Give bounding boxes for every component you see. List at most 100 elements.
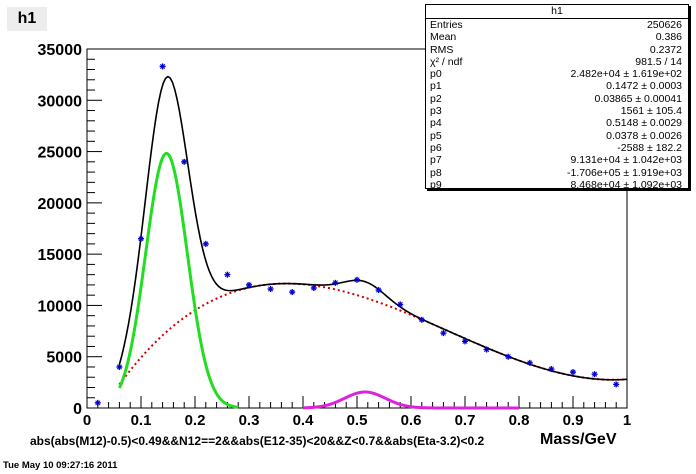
data-point-d2 bbox=[354, 277, 360, 283]
stats-value: 0.0378 ± 0.0026 bbox=[606, 129, 682, 142]
data-point-d2 bbox=[505, 354, 511, 360]
stats-key: Mean bbox=[430, 31, 457, 44]
y-tick-label: 30000 bbox=[38, 93, 83, 110]
x-tick-label: 0.6 bbox=[401, 412, 422, 429]
stats-title: h1 bbox=[426, 5, 688, 19]
stats-key: p0 bbox=[430, 68, 442, 81]
stats-value: 9.131e+04 ± 1.042e+03 bbox=[570, 154, 682, 167]
stats-box[interactable]: h1 Entries 250626 Mean 0.386 RMS 0.2372 χ² / n… bbox=[425, 4, 689, 191]
y-tick-label: 35000 bbox=[38, 42, 83, 59]
data-point bbox=[440, 330, 447, 337]
stats-row-10: p6 -2588 ± 182.2 bbox=[426, 142, 688, 154]
data-point-d2 bbox=[376, 287, 382, 293]
stats-key: p8 bbox=[430, 166, 442, 179]
stats-row-3: χ² / ndf 981.5 / 14 bbox=[426, 56, 688, 68]
stats-key: p6 bbox=[430, 141, 442, 154]
x-axis-title: Mass/GeV bbox=[540, 431, 617, 448]
data-point bbox=[310, 284, 317, 291]
data-point bbox=[483, 346, 490, 353]
stats-value: 0.1472 ± 0.0003 bbox=[606, 80, 682, 93]
data-point-d2 bbox=[592, 371, 598, 377]
data-point-d2 bbox=[160, 63, 166, 69]
stats-key: RMS bbox=[430, 43, 454, 56]
data-point-d2 bbox=[95, 400, 101, 406]
x-tick-label: 0.9 bbox=[563, 412, 584, 429]
stats-key: p3 bbox=[430, 105, 442, 118]
stats-row-4: p0 2.482e+04 ± 1.619e+02 bbox=[426, 68, 688, 80]
data-point bbox=[224, 271, 231, 278]
stats-rows: Entries 250626 Mean 0.386 RMS 0.2372 χ² / ndf 9… bbox=[426, 19, 688, 191]
data-point bbox=[418, 316, 425, 323]
data-point bbox=[570, 369, 576, 376]
background-fit-curve bbox=[118, 282, 628, 386]
stats-row-8: p4 0.5148 ± 0.0029 bbox=[426, 117, 688, 129]
data-point-d2 bbox=[570, 369, 576, 375]
data-point bbox=[332, 279, 339, 286]
data-point-d2 bbox=[224, 272, 230, 278]
data-point-d2 bbox=[613, 381, 619, 387]
histogram-name: h1 bbox=[17, 10, 37, 27]
data-point-d2 bbox=[527, 360, 533, 366]
data-point bbox=[181, 158, 188, 165]
signal-1-fit-curve bbox=[118, 151, 239, 409]
data-point bbox=[526, 359, 533, 366]
stats-value: 0.2372 bbox=[649, 43, 682, 56]
data-point bbox=[591, 371, 598, 378]
y-tick-label: 20000 bbox=[38, 196, 83, 213]
data-point-d2 bbox=[116, 364, 122, 370]
data-point-d2 bbox=[289, 289, 295, 295]
y-tick-label: 0 bbox=[73, 401, 82, 418]
data-point-d2 bbox=[548, 366, 554, 372]
x-tick-label: 1 bbox=[623, 412, 631, 429]
stats-value: 2.482e+04 ± 1.619e+02 bbox=[570, 68, 682, 81]
data-point bbox=[397, 301, 404, 308]
y-tick-label: 25000 bbox=[38, 145, 83, 162]
data-point-d2 bbox=[246, 282, 252, 288]
stats-key: p4 bbox=[430, 117, 442, 130]
data-point bbox=[462, 338, 468, 345]
y-tick-label: 10000 bbox=[38, 298, 83, 315]
data-point-d2 bbox=[397, 301, 403, 307]
data-point bbox=[354, 276, 360, 283]
data-point-d2 bbox=[181, 159, 187, 165]
data-point-d2 bbox=[419, 317, 425, 323]
stats-row-5: p1 0.1472 ± 0.0003 bbox=[426, 80, 688, 92]
stats-value: 0.386 bbox=[655, 31, 682, 44]
stats-row-2: RMS 0.2372 bbox=[426, 44, 688, 56]
stats-key: p2 bbox=[430, 92, 442, 105]
data-point-d2 bbox=[332, 280, 338, 286]
stats-value: -2588 ± 182.2 bbox=[617, 141, 682, 154]
stats-key: p1 bbox=[430, 80, 442, 93]
data-point-d2 bbox=[462, 338, 468, 344]
stats-row-1: Mean 0.386 bbox=[426, 31, 688, 43]
x-tick-label: 0.2 bbox=[185, 412, 206, 429]
data-point bbox=[505, 353, 512, 360]
x-tick-label: 0.8 bbox=[509, 412, 530, 429]
data-point bbox=[246, 281, 252, 288]
data-point bbox=[138, 235, 144, 242]
stats-value: 0.03865 ± 0.00041 bbox=[594, 92, 682, 105]
data-point bbox=[289, 289, 296, 296]
stats-key: Entries bbox=[430, 19, 463, 31]
stats-row-6: p2 0.03865 ± 0.00041 bbox=[426, 93, 688, 105]
stats-row-9: p5 0.0378 ± 0.0026 bbox=[426, 130, 688, 142]
data-point-d2 bbox=[484, 346, 490, 353]
stats-value: -1.706e+05 ± 1.919e+03 bbox=[567, 166, 682, 179]
data-point bbox=[548, 366, 555, 373]
data-point-d2 bbox=[203, 241, 209, 247]
stats-row-0: Entries 250626 bbox=[426, 19, 688, 31]
stats-value: 250626 bbox=[646, 19, 682, 31]
x-tick-label: 0.4 bbox=[293, 412, 315, 429]
data-point-d2 bbox=[440, 330, 446, 336]
stats-value: 1561 ± 105.4 bbox=[620, 105, 682, 118]
y-tick-label: 5000 bbox=[46, 350, 82, 367]
stats-key: χ² / ndf bbox=[430, 55, 463, 68]
timestamp: Tue May 10 09:27:16 2011 bbox=[3, 460, 118, 471]
data-point bbox=[116, 363, 123, 370]
data-point-d2 bbox=[311, 285, 317, 291]
x-tick-label: 0 bbox=[83, 412, 91, 429]
stats-row-12: p8 -1.706e+05 ± 1.919e+03 bbox=[426, 167, 688, 179]
histogram-name-box: h1 bbox=[6, 6, 48, 32]
signal-2-fit-curve bbox=[302, 390, 519, 410]
